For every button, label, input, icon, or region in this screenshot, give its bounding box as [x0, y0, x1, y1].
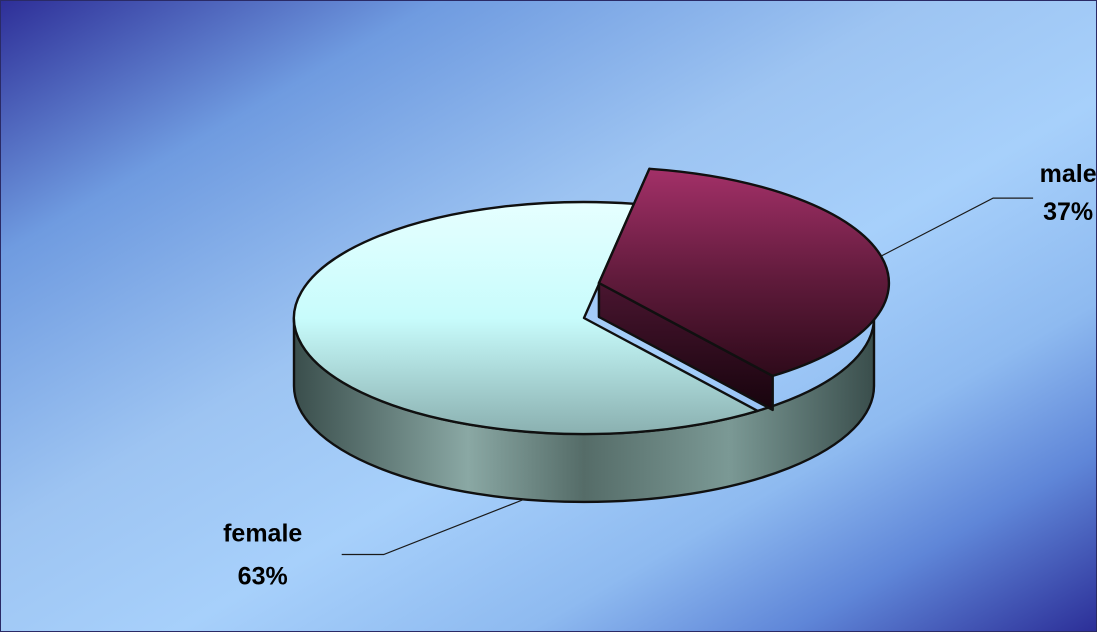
- slice-female-group: [292, 200, 876, 504]
- female-label-name: female: [223, 519, 302, 547]
- slice-male-group: [597, 167, 891, 412]
- male-top-face: [597, 167, 891, 378]
- male-label-value: 37%: [1043, 198, 1093, 226]
- labels-group: male 37% female 63%: [223, 160, 1097, 590]
- female-leader-line: [341, 498, 524, 556]
- male-label-name: male: [1040, 160, 1097, 188]
- female-label-value: 63%: [238, 562, 288, 590]
- male-leader-line: [880, 197, 1034, 257]
- female-top-face: [292, 200, 759, 436]
